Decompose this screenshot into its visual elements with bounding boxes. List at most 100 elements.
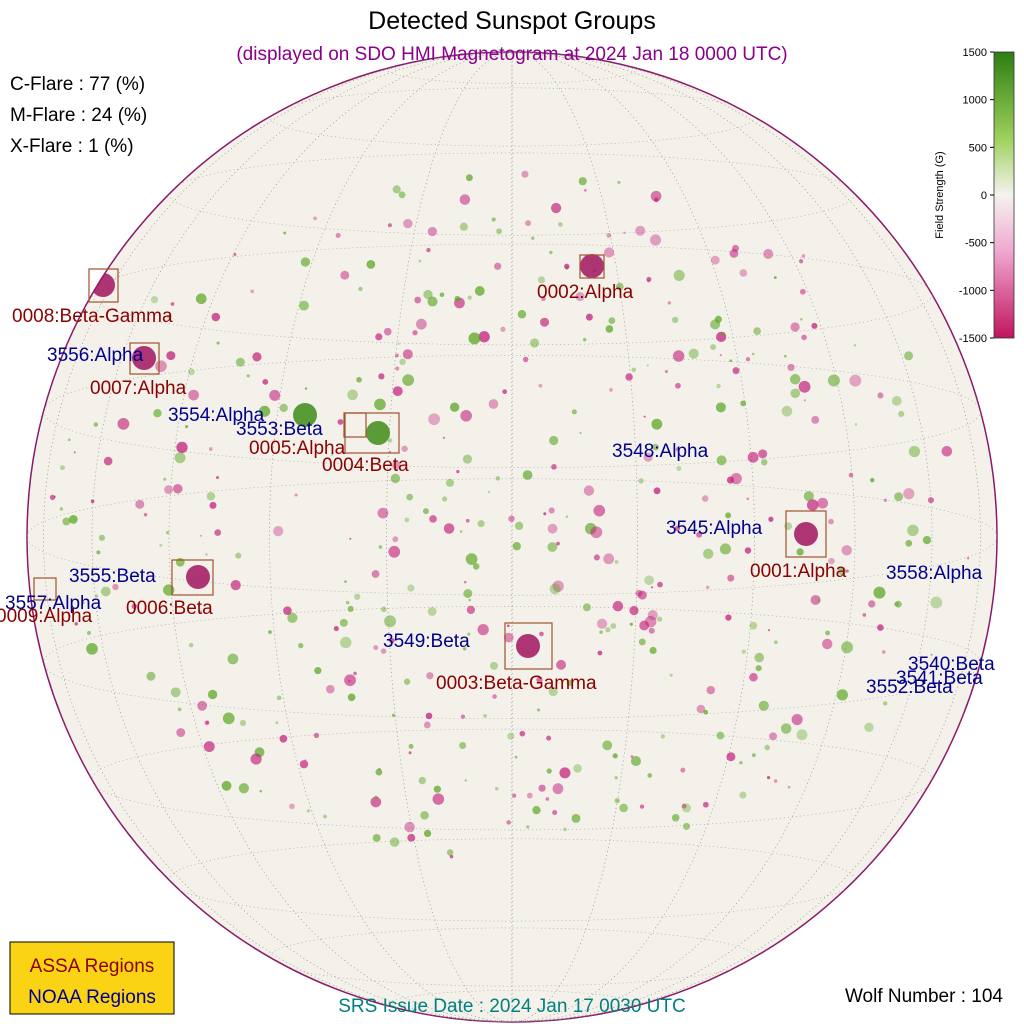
field-patch [462, 454, 473, 464]
field-patch [375, 768, 383, 776]
field-patch [719, 354, 722, 357]
field-patch [612, 600, 624, 612]
field-patch [596, 618, 608, 629]
field-patch [176, 728, 186, 737]
field-patch [347, 389, 358, 401]
field-patch [646, 364, 649, 367]
field-patch [472, 563, 480, 570]
field-patch [339, 618, 348, 627]
field-patch [790, 388, 801, 399]
field-patch [608, 317, 616, 325]
noaa-label: 3540:Beta [908, 654, 995, 675]
field-patch [399, 358, 406, 366]
field-patch [406, 493, 414, 501]
field-patch [402, 374, 415, 387]
field-patch [170, 302, 175, 306]
noaa-label: 3554:Alpha [168, 405, 265, 426]
field-patch [597, 650, 603, 656]
field-patch [188, 389, 199, 401]
field-patch [164, 485, 173, 494]
field-patch [526, 825, 530, 829]
field-patch [238, 783, 249, 794]
assa-label: 0006:Beta [126, 598, 213, 619]
field-patch [491, 217, 496, 222]
field-patch [366, 259, 376, 269]
field-patch [209, 501, 217, 509]
field-patch [330, 453, 334, 456]
field-patch [603, 553, 615, 565]
field-patch [370, 796, 382, 808]
field-patch [657, 616, 663, 622]
field-patch [727, 574, 735, 582]
field-patch [474, 286, 485, 296]
field-patch [82, 601, 85, 605]
field-patch [204, 720, 210, 726]
field-patch [100, 586, 111, 597]
field-patch [629, 605, 639, 616]
field-patch [205, 553, 208, 556]
latitude-line [168, 838, 856, 922]
field-patch [230, 580, 241, 591]
field-patch [299, 760, 309, 769]
field-patch [800, 318, 803, 321]
field-patch [345, 600, 350, 605]
field-patch [304, 387, 308, 390]
field-patch [649, 234, 662, 246]
field-patch [558, 222, 563, 227]
field-patch [408, 743, 414, 749]
field-patch [490, 661, 499, 670]
field-patch [463, 580, 467, 584]
field-patch [629, 622, 633, 626]
field-patch [549, 250, 553, 255]
field-patch [456, 470, 460, 474]
field-patch [294, 493, 298, 497]
field-patch [279, 734, 288, 743]
region-box [343, 412, 367, 438]
field-patch [549, 583, 561, 595]
field-patch [401, 445, 408, 452]
field-patch [908, 445, 921, 458]
field-patch [615, 282, 624, 291]
field-patch [166, 351, 176, 361]
field-patch [445, 478, 455, 487]
field-patch [680, 767, 686, 773]
field-patch [803, 491, 814, 502]
field-patch [131, 603, 137, 609]
field-patch [313, 216, 317, 221]
field-patch [716, 383, 721, 389]
field-patch [741, 649, 746, 654]
field-patch [427, 226, 438, 237]
field-patch [652, 443, 659, 451]
field-patch [532, 805, 541, 815]
field-patch [787, 785, 791, 789]
field-patch [197, 700, 208, 711]
field-patch [828, 518, 834, 525]
sun-disk [26, 51, 998, 1023]
field-patch [854, 423, 858, 426]
field-patch [268, 630, 272, 634]
assa-label: 0002:Alpha [537, 282, 634, 303]
field-patch [117, 417, 130, 430]
field-patch [87, 631, 91, 635]
region-box [129, 342, 160, 375]
field-patch [552, 783, 564, 795]
assa-label: 0008:Beta-Gamma [12, 306, 173, 327]
field-patch [674, 525, 681, 532]
field-patch [340, 270, 350, 280]
field-patch [372, 833, 381, 842]
field-patch [537, 276, 546, 284]
field-patch [625, 373, 633, 381]
colorbar-tick-label: 1000 [963, 95, 987, 107]
field-patch [468, 598, 472, 602]
field-patch [172, 484, 183, 494]
field-patch [529, 338, 540, 348]
field-patch [449, 402, 460, 412]
longitude-line [386, 52, 638, 1022]
field-patch [801, 334, 807, 341]
field-patch [463, 589, 473, 598]
field-patch [60, 465, 65, 471]
field-patch [696, 704, 706, 714]
field-patch [378, 545, 383, 549]
field-patch [340, 636, 352, 649]
field-patch [214, 529, 222, 536]
